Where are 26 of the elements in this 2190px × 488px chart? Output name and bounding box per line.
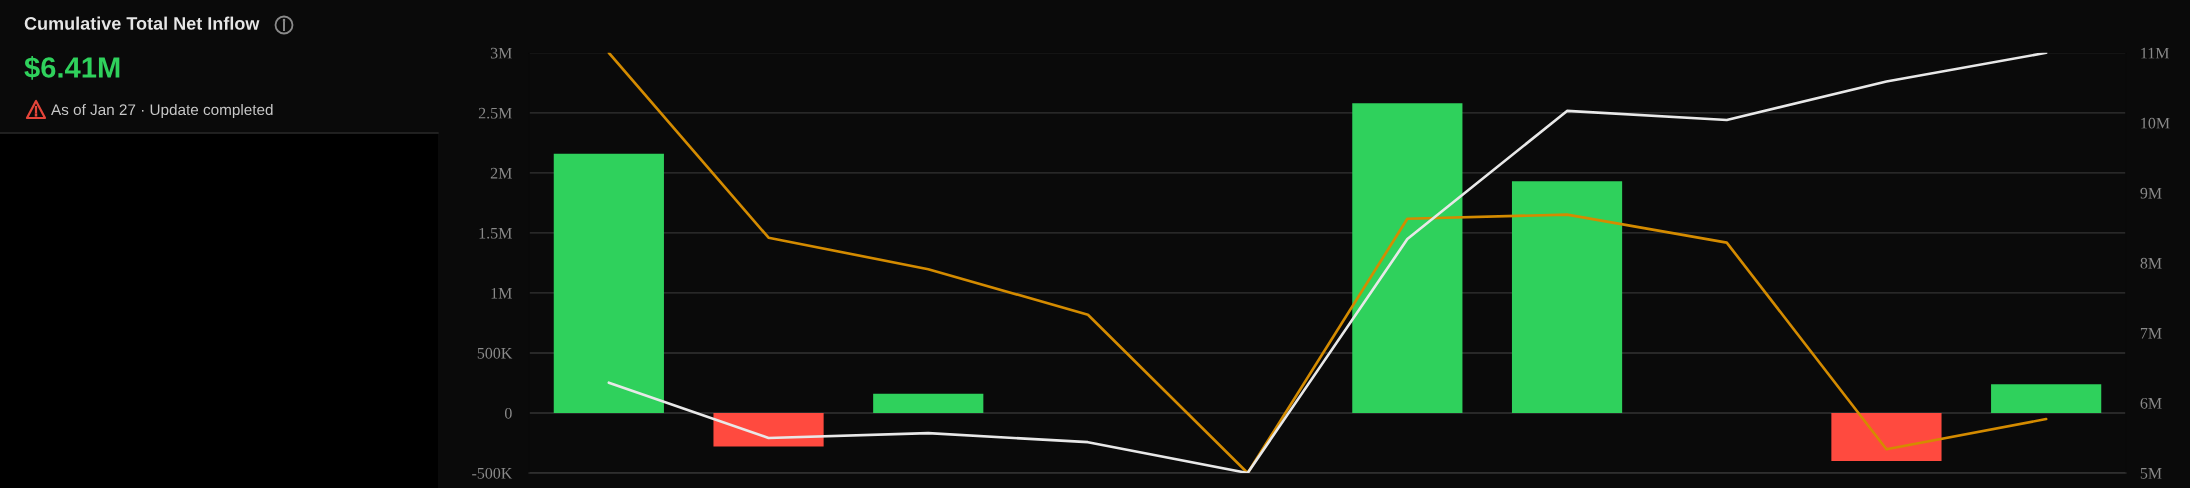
bar xyxy=(553,153,664,413)
line-series xyxy=(607,52,2048,473)
y2-tick-label: 11M xyxy=(2141,47,2169,59)
bar xyxy=(1831,412,1942,461)
y2-tick-label: 7M xyxy=(2140,328,2162,339)
y-tick-label: 0 xyxy=(504,407,512,419)
bar xyxy=(1352,103,1463,413)
bar xyxy=(1991,384,2102,413)
y-tick-label: 2M xyxy=(490,167,512,179)
y-tick-label: 3M xyxy=(490,47,512,59)
y2-tick-label: 8M xyxy=(2140,257,2162,269)
y2-tick-label: 6M xyxy=(2140,397,2162,409)
y2-tick-label: 9M xyxy=(2140,187,2162,199)
bar xyxy=(873,393,984,413)
y-tick-label: 1M xyxy=(491,287,512,299)
text: As of Jan 27 · Update completed xyxy=(51,103,273,119)
y2-tick-label: 10M xyxy=(2141,117,2170,129)
y-tick-label: 2.5M xyxy=(478,107,512,119)
y2-tick-label: 5M xyxy=(2140,468,2162,479)
y-tick-label: 1.5M xyxy=(479,227,512,239)
y-tick-label: 500K xyxy=(477,347,513,359)
bar xyxy=(713,412,824,447)
bar xyxy=(1511,181,1623,413)
text: Cumulative Total Net Inflow xyxy=(24,16,260,30)
y-tick-label: -500K xyxy=(472,467,513,479)
text: $6.41M xyxy=(24,55,120,80)
